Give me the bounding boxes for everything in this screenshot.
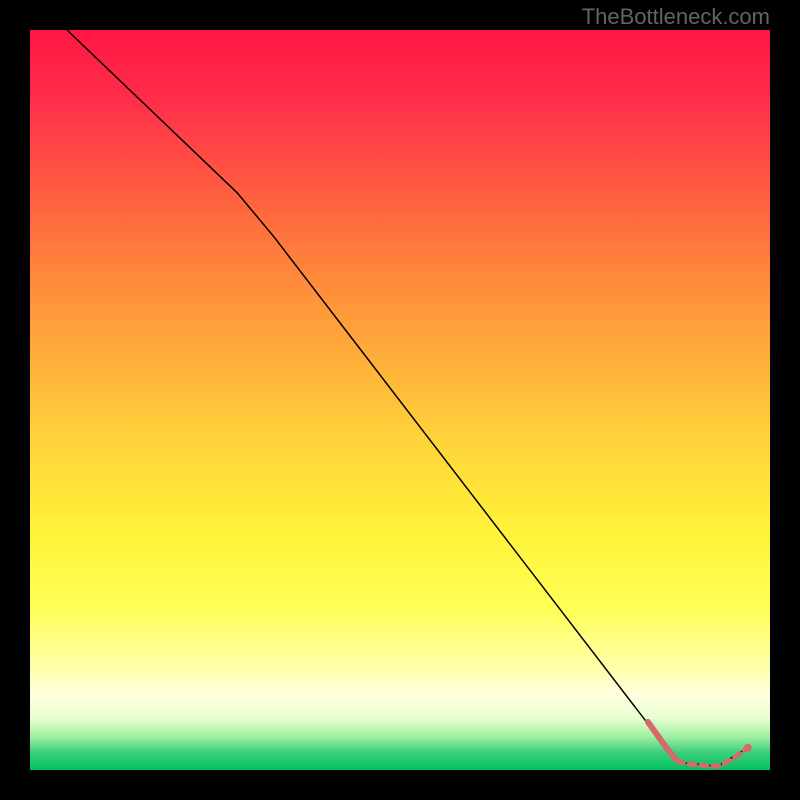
bottleneck-chart (30, 30, 770, 770)
watermark-text: TheBottleneck.com (582, 4, 770, 30)
chart-svg (30, 30, 770, 770)
end-marker (744, 744, 752, 752)
